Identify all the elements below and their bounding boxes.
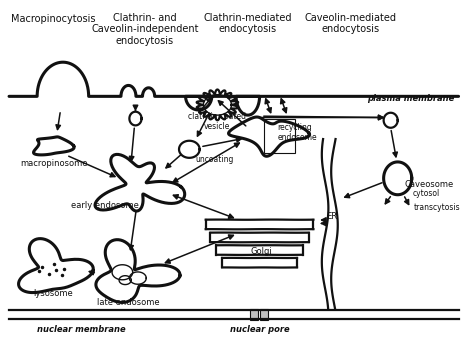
Text: plasma membrane: plasma membrane <box>366 94 454 103</box>
Text: Caveosome: Caveosome <box>405 180 454 189</box>
Text: nuclear pore: nuclear pore <box>230 325 289 334</box>
Text: clathrin coated
vesicle: clathrin coated vesicle <box>189 112 246 131</box>
Text: lysosome: lysosome <box>34 289 73 298</box>
FancyBboxPatch shape <box>250 309 258 320</box>
Text: recycling
endosome: recycling endosome <box>277 123 317 142</box>
Text: Caveolin-mediated
endocytosis: Caveolin-mediated endocytosis <box>305 13 397 34</box>
Text: uncoating: uncoating <box>195 155 234 164</box>
Text: late endosome: late endosome <box>97 298 160 307</box>
Text: Macropinocytosis: Macropinocytosis <box>11 14 96 24</box>
Text: cytosol: cytosol <box>413 189 440 198</box>
Text: nuclear membrane: nuclear membrane <box>37 325 126 334</box>
Bar <box>264 119 295 153</box>
Text: ER: ER <box>327 212 337 221</box>
Text: transcytosis: transcytosis <box>414 203 461 212</box>
Text: early endosome: early endosome <box>71 201 139 210</box>
FancyBboxPatch shape <box>261 309 268 320</box>
Text: macropinosome: macropinosome <box>20 159 87 168</box>
Text: Clathrin-mediated
endocytosis: Clathrin-mediated endocytosis <box>204 13 292 34</box>
Text: Clathrin- and
Caveolin-independent
endocytosis: Clathrin- and Caveolin-independent endoc… <box>91 13 199 46</box>
Text: Golgi: Golgi <box>250 247 272 256</box>
